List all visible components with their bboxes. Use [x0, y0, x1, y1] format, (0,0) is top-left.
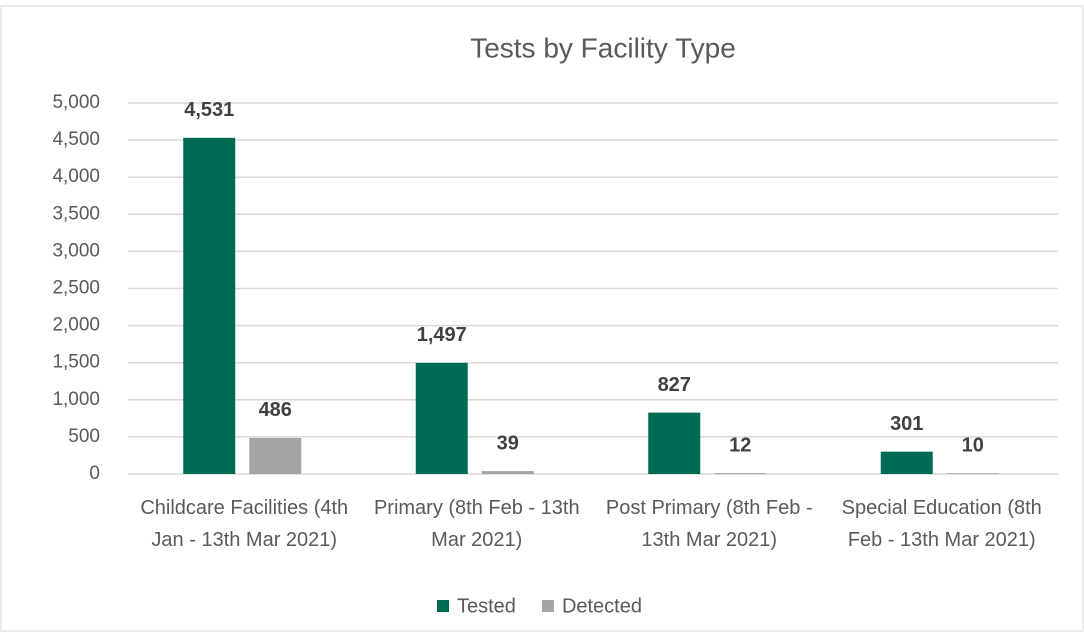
- data-label: 10: [962, 435, 984, 457]
- chart-title: Tests by Facility Type: [470, 32, 736, 63]
- y-tick-label: 5,000: [52, 92, 100, 113]
- x-tick-label: Primary (8th Feb - 13th Mar 2021): [373, 497, 580, 551]
- y-tick-label: 2,500: [52, 278, 100, 299]
- bar: [880, 451, 933, 474]
- data-label: 827: [658, 374, 691, 396]
- data-label: 301: [890, 413, 923, 435]
- y-tick-label: 4,500: [52, 129, 100, 150]
- bar: [648, 412, 701, 474]
- y-tick-label: 1,000: [52, 389, 100, 410]
- bar: [481, 471, 534, 474]
- data-label: 4,531: [184, 99, 234, 121]
- chart-border: [0, 5, 1084, 632]
- y-tick-label: 3,500: [52, 203, 100, 224]
- y-tick-label: 2,000: [52, 315, 100, 336]
- x-tick-label: Post Primary (8th Feb - 13th Mar 2021): [605, 497, 813, 551]
- legend-swatch: [541, 600, 554, 612]
- legend-label: Tested: [457, 595, 516, 617]
- bar: [415, 362, 468, 474]
- legend-label: Detected: [562, 595, 642, 617]
- bar: [183, 137, 236, 474]
- bar: [249, 437, 302, 474]
- x-tick-label: Special Education (8th Feb - 13th Mar 20…: [841, 497, 1042, 551]
- data-label: 12: [729, 434, 751, 456]
- y-tick-label: 3,000: [52, 240, 100, 261]
- bar: [714, 473, 767, 474]
- data-label: 486: [259, 399, 292, 421]
- y-tick-label: 0: [89, 463, 100, 484]
- y-tick-label: 4,000: [52, 166, 100, 187]
- data-label: 39: [497, 432, 519, 454]
- y-tick-label: 1,500: [52, 352, 100, 373]
- data-label: 1,497: [417, 324, 467, 346]
- y-tick-label: 500: [68, 426, 100, 447]
- bar: [946, 473, 999, 474]
- x-tick-label: Childcare Facilities (4th Jan - 13th Mar…: [140, 497, 349, 551]
- legend-swatch: [437, 600, 449, 612]
